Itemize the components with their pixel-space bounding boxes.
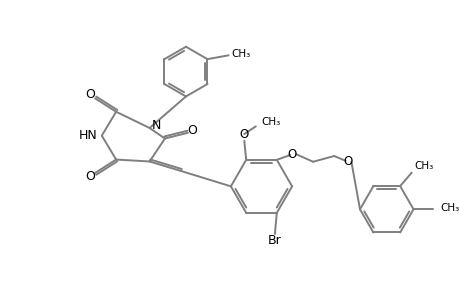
Text: HN: HN [79, 129, 98, 142]
Text: O: O [187, 124, 197, 137]
Text: CH₃: CH₃ [261, 117, 280, 127]
Text: N: N [151, 118, 161, 132]
Text: O: O [287, 148, 296, 160]
Text: O: O [342, 155, 352, 168]
Text: O: O [85, 88, 95, 101]
Text: CH₃: CH₃ [439, 203, 459, 213]
Text: CH₃: CH₃ [231, 50, 250, 59]
Text: Br: Br [268, 234, 281, 247]
Text: O: O [239, 128, 248, 140]
Text: CH₃: CH₃ [414, 161, 433, 171]
Text: O: O [85, 170, 95, 183]
